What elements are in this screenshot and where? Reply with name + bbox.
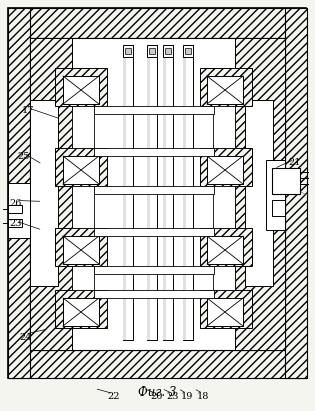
Bar bbox=[235, 38, 285, 350]
Bar bbox=[183, 45, 193, 340]
Bar bbox=[30, 38, 285, 350]
Bar bbox=[72, 266, 94, 290]
Text: 23: 23 bbox=[166, 392, 179, 401]
Bar bbox=[185, 48, 191, 54]
Bar bbox=[147, 45, 150, 340]
Bar bbox=[183, 45, 193, 57]
Bar bbox=[94, 106, 214, 114]
Bar bbox=[55, 290, 107, 328]
Bar bbox=[213, 266, 235, 290]
Bar bbox=[55, 68, 107, 106]
Text: 21: 21 bbox=[288, 158, 301, 167]
Bar bbox=[63, 76, 99, 104]
Bar bbox=[125, 48, 131, 54]
Bar bbox=[245, 100, 273, 286]
Bar bbox=[63, 156, 99, 184]
Bar bbox=[149, 48, 155, 54]
Text: 24: 24 bbox=[19, 332, 32, 342]
Bar bbox=[272, 168, 300, 194]
Bar bbox=[272, 200, 285, 216]
Bar bbox=[147, 45, 157, 340]
Bar bbox=[147, 45, 157, 57]
Bar bbox=[200, 290, 252, 328]
Bar bbox=[8, 205, 22, 213]
Text: 22: 22 bbox=[107, 392, 120, 401]
Text: 26: 26 bbox=[9, 199, 22, 208]
Bar bbox=[207, 298, 243, 326]
Bar bbox=[94, 290, 214, 298]
Bar bbox=[165, 48, 171, 54]
Bar bbox=[8, 350, 306, 378]
Bar bbox=[55, 148, 107, 186]
Bar bbox=[200, 148, 252, 186]
Bar bbox=[8, 8, 30, 378]
Bar bbox=[207, 156, 243, 184]
Bar bbox=[30, 100, 58, 286]
Bar bbox=[163, 45, 173, 57]
Bar bbox=[55, 228, 107, 266]
Bar bbox=[285, 8, 307, 378]
Bar bbox=[72, 106, 94, 148]
Text: 23: 23 bbox=[9, 219, 22, 229]
Text: Фиг. 3: Фиг. 3 bbox=[138, 386, 176, 399]
Text: 25: 25 bbox=[17, 152, 30, 161]
Bar bbox=[30, 38, 72, 350]
Text: 18: 18 bbox=[197, 392, 209, 401]
Bar bbox=[94, 148, 214, 156]
Bar bbox=[183, 45, 186, 340]
Bar bbox=[207, 236, 243, 264]
Bar bbox=[8, 8, 306, 38]
Bar bbox=[8, 183, 30, 238]
Bar bbox=[94, 186, 214, 194]
Bar bbox=[266, 160, 285, 230]
Bar bbox=[200, 228, 252, 266]
Bar bbox=[94, 266, 214, 274]
Bar bbox=[123, 45, 126, 340]
Text: 19: 19 bbox=[180, 392, 193, 401]
Bar bbox=[63, 236, 99, 264]
Bar bbox=[94, 228, 214, 236]
Bar bbox=[163, 45, 166, 340]
Bar bbox=[123, 45, 133, 340]
Bar bbox=[200, 68, 252, 106]
Bar bbox=[213, 106, 235, 148]
Bar bbox=[72, 186, 94, 228]
Bar bbox=[63, 298, 99, 326]
Bar bbox=[207, 76, 243, 104]
Bar bbox=[213, 186, 235, 228]
Bar bbox=[163, 45, 173, 340]
Bar bbox=[8, 219, 22, 227]
Text: 17: 17 bbox=[22, 106, 35, 115]
Text: 20: 20 bbox=[150, 392, 163, 401]
Bar bbox=[123, 45, 133, 57]
